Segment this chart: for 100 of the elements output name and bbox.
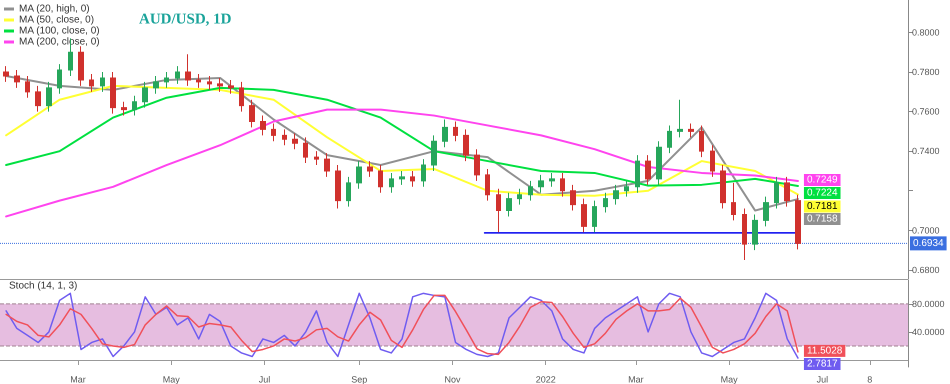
candlestick <box>667 124 672 154</box>
candlestick <box>677 99 683 138</box>
candlestick <box>314 150 319 166</box>
candlestick <box>228 79 234 94</box>
candlestick <box>346 176 351 208</box>
candlestick <box>795 194 801 250</box>
y-tick-label: 0.8000 <box>912 27 940 38</box>
candlestick <box>3 66 9 82</box>
candlestick <box>196 74 201 88</box>
data-label: 2.7817 <box>806 358 838 370</box>
candlestick <box>528 180 533 202</box>
y-tick-label: 40.0000 <box>912 326 945 337</box>
candlestick <box>25 75 30 98</box>
candlestick <box>742 208 747 261</box>
y-tick-label: 0.6800 <box>912 264 940 275</box>
line-series <box>5 108 799 218</box>
candlestick <box>175 66 180 84</box>
candlestick <box>442 119 448 148</box>
candlestick <box>142 81 148 108</box>
candlestick <box>752 214 758 251</box>
candlestick <box>260 115 266 136</box>
y-tick-label: 80.0000 <box>912 298 945 309</box>
candlestick <box>603 192 608 214</box>
candlestick <box>217 77 223 92</box>
candlestick <box>421 158 426 188</box>
candlestick <box>132 95 137 116</box>
x-tick-label: Jul <box>816 374 828 384</box>
candlestick <box>699 124 704 158</box>
y-tick-label: 0.7600 <box>912 106 940 117</box>
candlestick <box>431 134 437 172</box>
candlestick <box>538 174 544 194</box>
legend-label: MA (50, close, 0) <box>19 14 94 26</box>
candlestick <box>239 81 244 112</box>
chart-title: Stoch (14, 1, 3) <box>9 280 78 292</box>
candlestick <box>710 144 715 178</box>
candlestick <box>485 168 490 202</box>
candlestick <box>731 182 736 221</box>
candlestick <box>720 164 726 210</box>
y-tick-label: 0.7000 <box>912 225 940 236</box>
x-tick-label: 8 <box>867 374 872 384</box>
text: AUD/USD, 1D <box>139 12 232 28</box>
candlestick <box>367 160 373 178</box>
candlestick <box>57 64 62 94</box>
candlestick <box>271 122 276 142</box>
candlestick <box>100 72 105 92</box>
x-tick-label: May <box>720 374 738 384</box>
x-tick-label: Nov <box>444 374 461 384</box>
candlestick <box>506 192 512 217</box>
data-label: 11.5028 <box>806 345 843 356</box>
x-tick-label: Mar <box>628 374 644 384</box>
candlestick <box>635 154 640 194</box>
y-tick-label: 0.7800 <box>912 67 940 78</box>
candlestick <box>282 128 287 146</box>
candlestick <box>324 152 330 178</box>
data-label: 0.7249 <box>806 174 838 186</box>
data-label: 0.7158 <box>806 214 838 225</box>
candlestick <box>335 164 341 210</box>
candlestick <box>560 172 565 198</box>
candlestick <box>399 170 405 186</box>
x-tick-label: Jul <box>258 374 270 384</box>
candlestick <box>14 70 20 88</box>
ref-line-label: 0.6934 <box>913 238 944 249</box>
candlestick <box>645 154 651 186</box>
line-series <box>5 74 799 212</box>
y-tick-label: 0.7400 <box>912 146 940 156</box>
candlestick <box>185 54 191 86</box>
candlestick <box>110 72 116 114</box>
candlestick <box>249 99 255 128</box>
candlestick <box>496 188 501 233</box>
candlestick <box>378 164 383 194</box>
candlestick <box>549 172 555 188</box>
candlestick <box>784 176 790 208</box>
candlestick <box>303 136 308 164</box>
candlestick <box>763 196 769 227</box>
candlestick <box>453 120 458 142</box>
x-tick-label: May <box>162 374 180 384</box>
candlestick <box>581 198 587 233</box>
candlestick <box>613 184 619 206</box>
candlestick <box>207 75 212 90</box>
candlestick <box>78 46 84 86</box>
data-label: 0.7224 <box>806 188 838 198</box>
candlestick <box>688 122 694 138</box>
candlestick <box>656 140 662 186</box>
candlestick <box>153 75 159 94</box>
candlestick <box>89 74 94 92</box>
candlestick <box>121 101 127 116</box>
candlestick <box>517 188 522 206</box>
x-tick-label: Mar <box>70 374 86 384</box>
legend-label: MA (20, high, 0) <box>19 4 90 14</box>
x-tick-label: 2022 <box>536 374 556 384</box>
candlestick <box>292 132 298 150</box>
candlestick <box>164 72 169 88</box>
data-label: 0.7181 <box>806 201 838 212</box>
candlestick <box>463 128 469 162</box>
candlestick <box>46 81 52 112</box>
candlestick <box>774 176 779 210</box>
candlestick <box>474 148 480 182</box>
candlestick <box>35 85 41 112</box>
candlestick <box>592 200 597 233</box>
candlestick <box>356 160 362 190</box>
